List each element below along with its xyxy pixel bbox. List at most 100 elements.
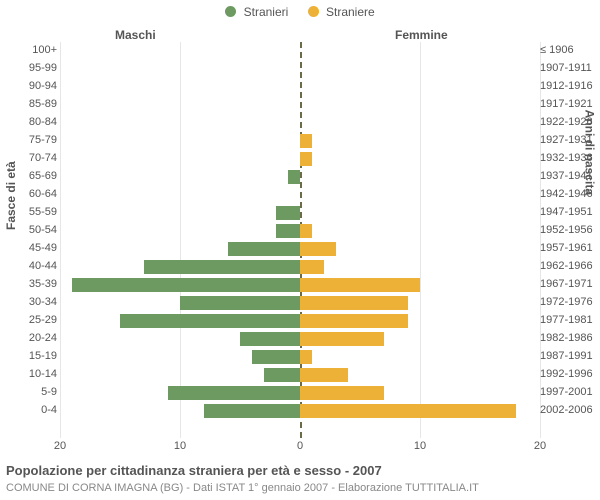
birth-year-label: 1952-1956 (540, 224, 598, 236)
pyramid-row (60, 60, 540, 78)
birth-year-label: 1992-1996 (540, 368, 598, 380)
bar-male (120, 314, 300, 328)
pyramid-row (60, 42, 540, 60)
bar-female (300, 368, 348, 382)
age-label: 60-64 (2, 188, 57, 200)
bar-female (300, 134, 312, 148)
age-label: 50-54 (2, 224, 57, 236)
legend-item-female: Straniere (308, 4, 375, 19)
birth-year-label: ≤ 1906 (540, 44, 598, 56)
x-tick: 20 (525, 440, 555, 452)
pyramid-row (60, 186, 540, 204)
age-label: 100+ (2, 44, 57, 56)
bar-female (300, 314, 408, 328)
legend-label-male: Stranieri (244, 5, 289, 19)
side-title-male: Maschi (115, 28, 156, 42)
legend-label-female: Straniere (326, 5, 375, 19)
bar-female (300, 296, 408, 310)
pyramid-row (60, 366, 540, 384)
bar-male (276, 224, 300, 238)
bar-male (240, 332, 300, 346)
side-title-female: Femmine (395, 28, 448, 42)
birth-year-label: 1997-2001 (540, 386, 598, 398)
birth-year-label: 1917-1921 (540, 98, 598, 110)
age-label: 75-79 (2, 134, 57, 146)
pyramid-row (60, 132, 540, 150)
bar-female (300, 278, 420, 292)
bar-female (300, 332, 384, 346)
age-label: 0-4 (2, 404, 57, 416)
bar-female (300, 224, 312, 238)
x-tick: 0 (285, 440, 315, 452)
chart-container: Stranieri Straniere Maschi Femmine Fasce… (0, 0, 600, 500)
birth-year-label: 1962-1966 (540, 260, 598, 272)
birth-year-label: 2002-2006 (540, 404, 598, 416)
age-label: 25-29 (2, 314, 57, 326)
pyramid-row (60, 312, 540, 330)
age-label: 35-39 (2, 278, 57, 290)
birth-year-label: 1907-1911 (540, 62, 598, 74)
pyramid-row (60, 402, 540, 420)
birth-year-label: 1947-1951 (540, 206, 598, 218)
bar-male (204, 404, 300, 418)
pyramid-row (60, 348, 540, 366)
birth-year-label: 1977-1981 (540, 314, 598, 326)
age-label: 10-14 (2, 368, 57, 380)
bar-female (300, 242, 336, 256)
age-label: 85-89 (2, 98, 57, 110)
pyramid-row (60, 150, 540, 168)
age-label: 90-94 (2, 80, 57, 92)
bar-female (300, 386, 384, 400)
birth-year-label: 1942-1946 (540, 188, 598, 200)
pyramid-row (60, 222, 540, 240)
bar-male (180, 296, 300, 310)
pyramid-row (60, 258, 540, 276)
birth-year-label: 1967-1971 (540, 278, 598, 290)
birth-year-label: 1937-1941 (540, 170, 598, 182)
bar-male (264, 368, 300, 382)
legend-swatch-female (308, 6, 319, 17)
pyramid-row (60, 330, 540, 348)
age-label: 20-24 (2, 332, 57, 344)
birth-year-label: 1982-1986 (540, 332, 598, 344)
x-tick: 10 (405, 440, 435, 452)
birth-year-label: 1922-1926 (540, 116, 598, 128)
plot-area (60, 42, 540, 438)
bar-male (276, 206, 300, 220)
bar-male (144, 260, 300, 274)
birth-year-label: 1932-1936 (540, 152, 598, 164)
pyramid-row (60, 78, 540, 96)
age-label: 95-99 (2, 62, 57, 74)
age-label: 15-19 (2, 350, 57, 362)
pyramid-row (60, 294, 540, 312)
pyramid-row (60, 384, 540, 402)
bar-female (300, 404, 516, 418)
birth-year-label: 1972-1976 (540, 296, 598, 308)
legend: Stranieri Straniere (0, 4, 600, 19)
bar-male (252, 350, 300, 364)
age-label: 40-44 (2, 260, 57, 272)
pyramid-row (60, 276, 540, 294)
age-label: 65-69 (2, 170, 57, 182)
birth-year-label: 1987-1991 (540, 350, 598, 362)
bar-female (300, 260, 324, 274)
pyramid-row (60, 96, 540, 114)
age-label: 45-49 (2, 242, 57, 254)
x-tick: 10 (165, 440, 195, 452)
age-label: 80-84 (2, 116, 57, 128)
chart-caption: Popolazione per cittadinanza straniera p… (6, 463, 382, 478)
age-label: 5-9 (2, 386, 57, 398)
age-label: 70-74 (2, 152, 57, 164)
bar-female (300, 152, 312, 166)
legend-item-male: Stranieri (225, 4, 288, 19)
birth-year-label: 1912-1916 (540, 80, 598, 92)
pyramid-row (60, 204, 540, 222)
pyramid-row (60, 168, 540, 186)
bar-male (288, 170, 300, 184)
age-label: 55-59 (2, 206, 57, 218)
birth-year-label: 1957-1961 (540, 242, 598, 254)
pyramid-row (60, 114, 540, 132)
bar-female (300, 350, 312, 364)
age-label: 30-34 (2, 296, 57, 308)
pyramid-row (60, 240, 540, 258)
